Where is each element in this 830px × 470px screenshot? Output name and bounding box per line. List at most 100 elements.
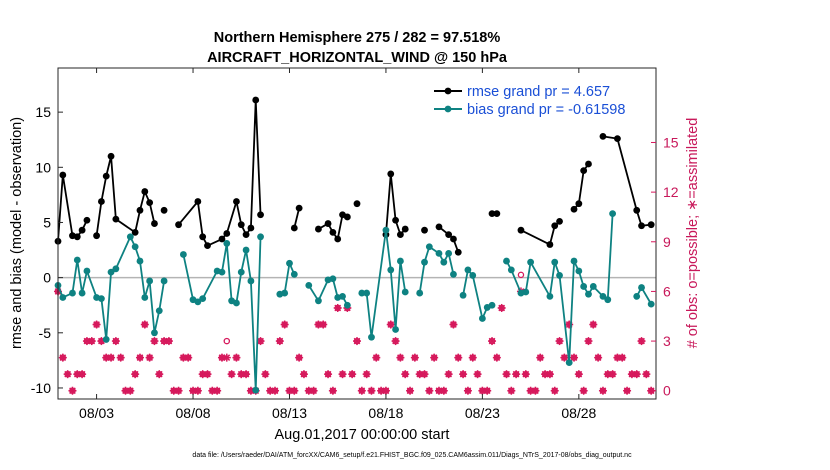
bias-point — [507, 266, 515, 274]
bias-point — [223, 240, 231, 247]
obs-assimilated-marker — [275, 337, 284, 346]
rmse-point — [78, 226, 86, 234]
rmse-point — [599, 133, 607, 140]
legend-bias-marker — [444, 105, 452, 113]
y-tick-label: -10 — [31, 380, 51, 396]
rmse-point — [570, 205, 578, 213]
bias-point — [416, 289, 424, 297]
obs-assimilated-stroke — [397, 354, 404, 361]
bias-point — [257, 233, 264, 241]
bias-point — [59, 294, 67, 301]
obs-assimilated-marker — [324, 370, 333, 379]
obs-assimilated-marker — [468, 353, 477, 362]
obs-assimilated-marker — [280, 320, 289, 329]
bias-point — [527, 258, 535, 266]
rmse-line-segment — [177, 99, 262, 247]
rmse-line-segment — [293, 207, 301, 229]
obs-assimilated-marker — [584, 337, 593, 346]
obs-assimilated-stroke — [503, 370, 510, 378]
rmse-point — [59, 171, 67, 179]
bias-point — [638, 284, 645, 291]
y-axis-label: rmse and bias (model - observation) — [9, 117, 25, 349]
obs-assimilated-marker — [140, 320, 149, 329]
obs-assimilated-marker — [560, 353, 569, 362]
rmse-point — [102, 172, 110, 180]
obs-assimilated-stroke — [271, 387, 279, 395]
rmse-point — [175, 221, 182, 229]
obs-assimilated-stroke — [348, 370, 356, 378]
plot-content — [54, 96, 656, 395]
x-tick-label: 08/28 — [561, 405, 596, 421]
obs-assimilated-stroke — [184, 354, 192, 361]
bias-point — [565, 359, 573, 366]
rmse-point — [353, 200, 361, 208]
y-tick-label: 10 — [35, 159, 51, 175]
obs-assimilated-marker — [150, 337, 159, 346]
obs-assimilated-stroke — [387, 321, 395, 328]
obs-assimilated-stroke — [512, 370, 520, 378]
obs-assimilated-marker — [594, 353, 603, 362]
x-tick-label: 08/23 — [465, 405, 500, 421]
obs-assimilated-stroke — [372, 354, 380, 361]
rmse-point — [392, 216, 399, 224]
obs-assimilated-marker — [319, 320, 328, 329]
bias-point — [585, 290, 592, 298]
rmse-point — [73, 233, 81, 241]
obs-assimilated-stroke — [507, 387, 515, 395]
rmse-point — [223, 230, 231, 237]
bias-point — [281, 289, 289, 297]
obs-assimilated-marker — [618, 353, 627, 362]
obs-assimilated-marker — [507, 386, 516, 395]
obs-assimilated-marker — [131, 370, 140, 379]
obs-assimilated-marker — [367, 386, 376, 395]
obs-assimilated-marker — [401, 370, 410, 379]
obs-assimilated-marker — [362, 370, 371, 379]
obs-assimilated-stroke — [194, 387, 202, 395]
obs-assimilated-marker — [333, 303, 342, 312]
x-tick-label: 08/13 — [272, 405, 307, 421]
bias-point — [478, 315, 486, 322]
obs-assimilated-marker — [299, 370, 308, 379]
obs-assimilated-marker — [425, 386, 434, 395]
obs-assimilated-marker — [642, 370, 651, 379]
bias-point — [102, 336, 110, 343]
obs-assimilated-marker — [444, 370, 453, 379]
obs-assimilated-marker — [502, 370, 511, 379]
rmse-point — [556, 217, 563, 225]
y-right-tick-label: 6 — [663, 283, 671, 299]
bias-point — [551, 258, 559, 266]
bias-point — [237, 268, 245, 276]
obs-assimilated-stroke — [112, 337, 120, 345]
obs-assimilated-marker — [430, 353, 439, 362]
obs-assimilated-stroke — [242, 370, 250, 378]
rmse-point — [112, 215, 120, 223]
obs-assimilated-stroke — [368, 387, 375, 395]
obs-assimilated-stroke — [421, 370, 428, 378]
y-right-tick-label: 12 — [663, 184, 679, 200]
obs-assimilated-marker — [256, 337, 265, 346]
legend-rmse-label: rmse grand pr = 4.657 — [467, 84, 610, 100]
obs-assimilated-marker — [555, 337, 564, 346]
obs-assimilated-marker — [116, 353, 125, 362]
bias-point — [425, 243, 433, 251]
obs-assimilated-stroke — [126, 387, 134, 395]
obs-assimilated-marker — [473, 370, 482, 379]
rmse-point — [160, 206, 168, 214]
rmse-point — [204, 242, 211, 250]
obs-assimilated-stroke — [107, 354, 115, 361]
rmse-point — [445, 231, 453, 239]
rmse-point — [421, 226, 428, 234]
bias-point — [339, 292, 346, 300]
obs-assimilated-marker — [483, 386, 492, 395]
obs-assimilated-stroke — [609, 370, 616, 378]
obs-assimilated-stroke — [175, 387, 182, 395]
rmse-point — [638, 222, 645, 230]
obs-assimilated-marker — [406, 386, 415, 395]
obs-assimilated-marker — [353, 337, 361, 346]
obs-assimilated-marker — [193, 386, 202, 395]
obs-assimilated-stroke — [638, 337, 645, 345]
obs-assimilated-marker — [632, 370, 641, 379]
obs-assimilated-marker — [410, 353, 419, 362]
obs-assimilated-marker — [145, 353, 154, 362]
obs-assimilated-stroke — [233, 354, 240, 361]
